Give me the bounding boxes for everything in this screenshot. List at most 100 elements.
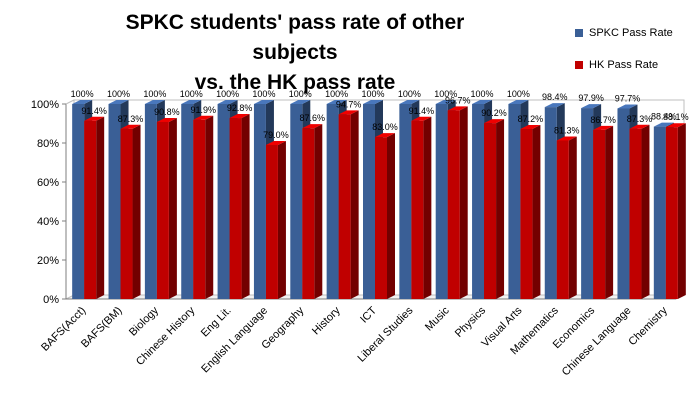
bar-side-hk (96, 116, 105, 300)
x-tick-label: Chemistry (626, 304, 670, 348)
bar-top-hk (375, 133, 395, 138)
bar-spkc (253, 104, 266, 299)
x-tick-label: Biology (127, 304, 161, 338)
bar-top-spkc (544, 103, 565, 108)
legend: SPKC Pass Rate HK Pass Rate (575, 26, 687, 90)
bar-side-hk (423, 116, 432, 300)
y-tick-label: 80% (37, 138, 59, 150)
data-label-hk: 81.3% (554, 125, 580, 135)
bar-top-hk (229, 114, 250, 119)
chart-title-line-2: vs. the HK pass rate (194, 71, 396, 94)
bar-top-hk (629, 124, 650, 129)
bar-side-hk (205, 115, 214, 299)
bar-side-hk (277, 140, 286, 299)
bar-top-spkc (108, 100, 129, 104)
data-label-spkc: 100% (289, 89, 312, 99)
wall-edge (65, 99, 75, 105)
chart-title: SPKC students' pass rate of other subjec… (90, 8, 500, 98)
bar-top-spkc (653, 122, 674, 127)
bar-top-hk (265, 140, 286, 145)
bar-hk (302, 128, 315, 299)
data-label-hk: 91.4% (81, 106, 107, 116)
bar-side-hk (314, 124, 323, 300)
bar-top-hk (120, 124, 141, 129)
y-tick-label: 40% (37, 216, 59, 228)
y-tick-label: 100% (31, 99, 59, 111)
bar-side-hk (168, 117, 177, 299)
bar-top-hk (447, 106, 468, 111)
bar-side-hk (387, 133, 395, 299)
bar-top-hk (338, 110, 359, 115)
data-label-hk: 86.7% (590, 115, 616, 125)
bar-top-spkc (363, 100, 383, 104)
data-label-spkc: 98.4% (542, 92, 568, 102)
data-label-hk: 87.2% (518, 114, 544, 124)
y-tick-label: 20% (37, 255, 59, 267)
bar-hk (120, 128, 133, 299)
data-label-hk: 90.8% (154, 107, 180, 117)
bar-hk (375, 137, 387, 299)
legend-item-hk: HK Pass Rate (575, 58, 687, 72)
bar-spkc (290, 104, 303, 299)
bar-hk (84, 120, 97, 300)
bar-spkc (544, 107, 557, 300)
bar-top-spkc (581, 104, 602, 109)
bar-top-hk (84, 116, 105, 121)
data-label-hk: 90.2% (481, 108, 507, 118)
data-label-spkc: 100% (216, 89, 239, 99)
bar-top-spkc (181, 100, 202, 104)
bar-side-hk (132, 124, 141, 299)
bar-spkc (217, 104, 230, 299)
bar-hk (338, 114, 351, 300)
data-label-spkc: 100% (507, 89, 530, 99)
data-label-hk: 94.7% (336, 99, 362, 109)
x-tick-label: Physics (453, 304, 489, 340)
bar-side-hk (641, 124, 650, 299)
bar-hk (556, 140, 569, 299)
legend-label-spkc: SPKC Pass Rate (589, 27, 673, 39)
data-label-hk: 87.6% (300, 113, 326, 123)
bar-top-spkc (72, 100, 93, 104)
bar-spkc (144, 104, 157, 299)
bar-spkc (72, 104, 85, 299)
y-tick-label: 0% (43, 294, 59, 306)
bar-side-hk (496, 119, 505, 299)
bar-hk (156, 121, 169, 299)
data-label-hk: 91.4% (409, 106, 435, 116)
bar-spkc (435, 104, 448, 299)
bar-side-hk (568, 136, 577, 299)
bar-side-hk (241, 114, 250, 299)
bar-spkc (653, 126, 666, 300)
data-label-hk: 91.9% (190, 105, 216, 115)
bar-top-spkc (217, 100, 238, 104)
bar-hk (520, 128, 533, 299)
bar-top-spkc (326, 100, 347, 104)
data-label-spkc: 97.9% (578, 93, 604, 103)
bar-side-hk (350, 110, 359, 300)
bar-top-hk (302, 124, 323, 129)
bar-top-spkc (144, 100, 165, 104)
bar-hk (229, 118, 242, 299)
bar-hk (265, 144, 278, 299)
x-tick-label: English Language (199, 305, 270, 376)
data-label-spkc: 100% (471, 89, 494, 99)
x-tick-label: BAFS(Acct) (39, 305, 88, 354)
bar-top-hk (193, 115, 214, 120)
legend-label-hk: HK Pass Rate (589, 59, 659, 71)
bar-hk (665, 127, 678, 299)
x-tick-label: Music (423, 304, 452, 333)
data-label-spkc: 100% (107, 89, 130, 99)
bar-top-hk (520, 124, 541, 129)
x-tick-label: ICT (358, 304, 379, 325)
bar-top-spkc (253, 100, 274, 104)
bar-hk (484, 123, 497, 299)
x-tick-label: History (310, 304, 343, 337)
bar-side-hk (532, 124, 541, 300)
bar-top-hk (556, 136, 577, 141)
bar-top-spkc (508, 100, 529, 104)
bar-top-hk (156, 117, 177, 122)
bar-spkc (508, 104, 521, 299)
legend-item-spkc: SPKC Pass Rate (575, 26, 687, 40)
chart-title-line-1: SPKC students' pass rate of other subjec… (125, 11, 465, 64)
bar-top-hk (484, 119, 505, 124)
